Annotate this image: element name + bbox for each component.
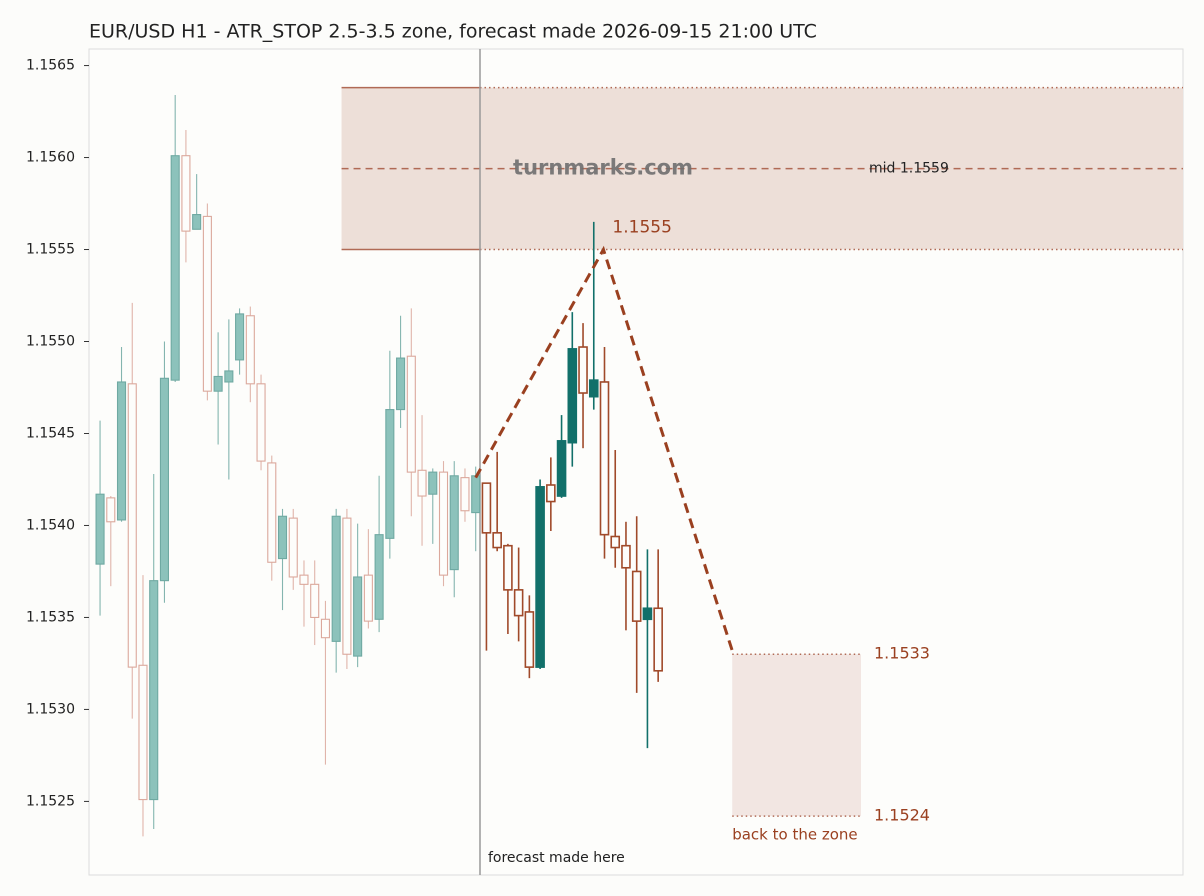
candle-body [170, 155, 180, 381]
candle-body [449, 475, 459, 571]
candle-body [224, 370, 234, 383]
candle-body [299, 574, 309, 585]
candle-body [95, 493, 105, 565]
candle-body [256, 383, 266, 462]
candle-body [277, 515, 288, 560]
forecast-path [474, 245, 734, 652]
candle-body [342, 517, 352, 655]
candle-body [331, 515, 341, 642]
y-tick-label: 1.1545 [26, 425, 75, 441]
candle-body [513, 589, 524, 617]
candle-body [310, 583, 320, 618]
candle-body [138, 664, 148, 801]
y-tick-label: 1.1560 [26, 150, 75, 166]
candle-body [116, 381, 127, 521]
candle-body [396, 357, 406, 411]
candle-body [428, 471, 438, 495]
candle-body [481, 482, 492, 534]
candle-body [353, 576, 363, 657]
candle-body [374, 534, 384, 620]
candle-body [471, 475, 481, 514]
zone-mid-label: mid 1.1559 [869, 161, 949, 177]
candle-body [106, 497, 116, 523]
candle-body [127, 383, 137, 668]
candle-body [320, 618, 330, 639]
candle-body [567, 348, 578, 444]
peak-label: 1.1555 [612, 218, 671, 238]
y-tick-label: 1.1550 [26, 334, 75, 350]
candle-body [235, 313, 245, 361]
forecast-label: forecast made here [488, 850, 625, 866]
candle-body [213, 375, 223, 392]
candle-body [492, 532, 502, 549]
target-zone [732, 654, 862, 817]
candle-body [556, 440, 567, 497]
candle-body [642, 607, 653, 621]
candle-body [503, 544, 513, 591]
candle-body [610, 535, 621, 549]
candle-body [588, 379, 599, 398]
candle-body [267, 462, 277, 563]
watermark: turnmarks.com [513, 156, 693, 180]
candle-body [202, 215, 212, 392]
y-tick-label: 1.1535 [26, 609, 75, 625]
candle-body [460, 477, 470, 512]
candle-body [149, 580, 159, 801]
candle-body [599, 381, 610, 536]
candle-body [288, 517, 298, 578]
y-tick-label: 1.1525 [26, 793, 75, 809]
candle-body [245, 315, 255, 385]
candle-body [159, 377, 170, 582]
target-bottom-label: 1.1524 [874, 806, 930, 825]
y-tick-label: 1.1530 [26, 701, 75, 717]
candle-body [621, 544, 631, 569]
candle-body [524, 611, 535, 668]
target-label: back to the zone [732, 826, 857, 844]
candle-body [535, 486, 545, 668]
candle-body [363, 574, 373, 622]
y-tick-label: 1.1555 [26, 242, 75, 258]
candle-body [406, 355, 416, 473]
candle-body [578, 346, 588, 394]
candle-body [417, 469, 427, 497]
target-top-label: 1.1533 [874, 644, 930, 663]
candle-body [631, 570, 642, 622]
y-tick-label: 1.1565 [26, 58, 75, 74]
y-tick-label: 1.1540 [26, 517, 75, 533]
candle-body [438, 471, 449, 576]
candle-body [385, 409, 395, 539]
candle-body [546, 484, 556, 503]
chart-title: EUR/USD H1 - ATR_STOP 2.5-3.5 zone, fore… [89, 21, 817, 43]
candle-body [653, 607, 663, 672]
candle-body [192, 214, 202, 230]
candle-body [181, 155, 191, 232]
